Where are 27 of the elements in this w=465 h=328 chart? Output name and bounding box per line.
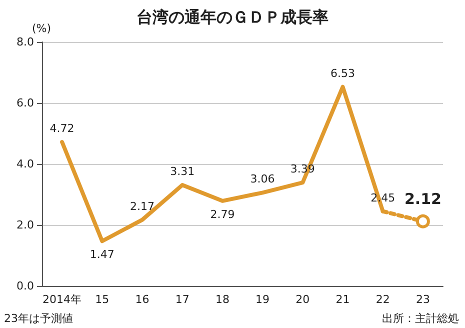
x-tick-label: 2014年 <box>42 293 82 306</box>
data-label: 2.17 <box>130 200 154 213</box>
x-tick-label: 18 <box>215 293 230 306</box>
y-tick-label: 0.0 <box>16 280 34 292</box>
chart-title: 台湾の通年のＧＤＰ成長率 <box>136 8 328 26</box>
x-tick-label: 20 <box>296 293 310 306</box>
y-tick-label: 6.0 <box>16 96 34 110</box>
data-label: 4.72 <box>50 122 74 136</box>
text: 23年は予測値 <box>4 312 73 325</box>
y-tick-label: 2.0 <box>16 218 34 232</box>
y-axis-title: (%) <box>32 22 52 35</box>
x-tick-label: 22 <box>376 293 390 306</box>
x-tick-label: 16 <box>135 293 150 306</box>
x-tick-label: 17 <box>175 293 190 306</box>
text: 出所：主計総処 <box>382 312 459 325</box>
data-label: 2.79 <box>210 208 235 221</box>
data-label: 3.06 <box>250 172 275 186</box>
x-tick-label: 21 <box>336 293 350 306</box>
x-tick-label: 19 <box>256 293 270 306</box>
y-tick-label: 4.0 <box>16 158 34 170</box>
y-tick-label: 8.0 <box>16 36 34 48</box>
x-tick-label: 23 <box>416 293 430 306</box>
data-label: 2.12 <box>404 190 442 208</box>
x-tick-label: 15 <box>95 293 110 306</box>
data-label: 6.53 <box>330 66 355 80</box>
data-label: 1.47 <box>90 248 114 262</box>
data-label: 3.31 <box>170 165 195 178</box>
